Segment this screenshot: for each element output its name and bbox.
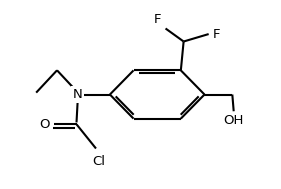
Text: O: O <box>40 118 50 131</box>
Text: F: F <box>213 28 220 41</box>
Text: Cl: Cl <box>92 155 105 168</box>
Text: N: N <box>73 88 83 101</box>
Text: OH: OH <box>223 114 244 127</box>
Text: F: F <box>154 13 161 26</box>
